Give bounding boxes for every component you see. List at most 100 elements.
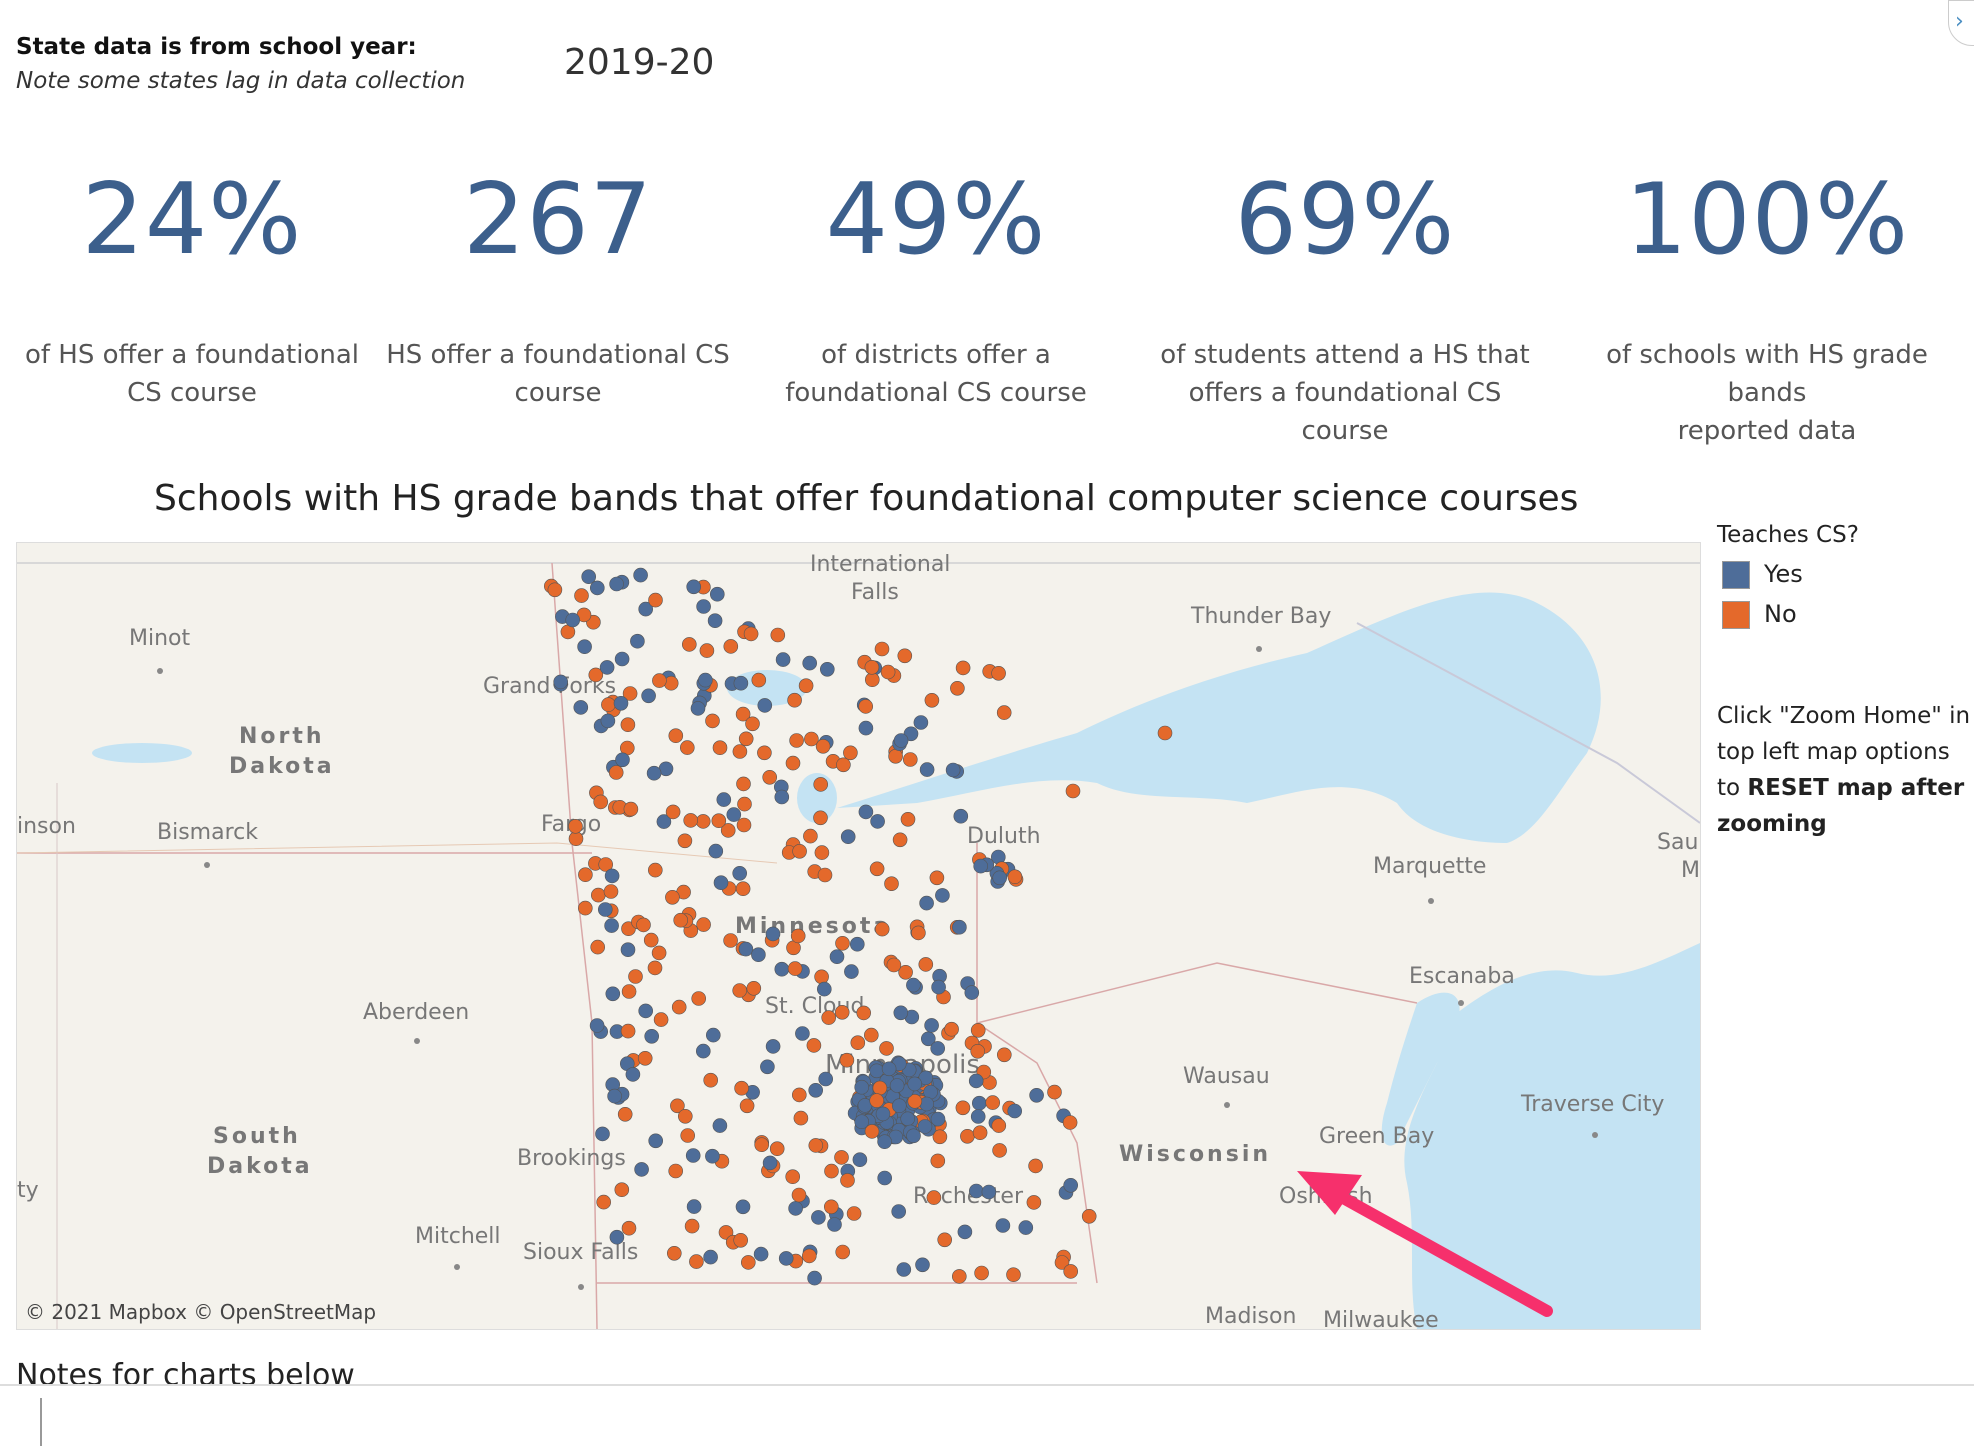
school-dot[interactable] [553,674,569,690]
school-dot[interactable] [711,813,727,829]
school-dot[interactable] [647,862,663,878]
school-dot[interactable] [951,1269,967,1284]
school-dot[interactable] [877,1134,892,1150]
school-dot[interactable] [960,1128,975,1144]
school-dot[interactable] [835,935,850,951]
school-dot[interactable] [930,1153,946,1169]
school-dot[interactable] [891,1098,907,1114]
school-dot[interactable] [665,804,681,820]
school-dot[interactable] [705,1148,720,1164]
school-dot[interactable] [739,1098,755,1114]
school-dot[interactable] [900,811,916,827]
school-dot[interactable] [577,900,593,916]
school-dot[interactable] [991,666,1006,681]
school-dot[interactable] [886,957,902,973]
school-dot[interactable] [996,705,1012,720]
school-dot[interactable] [690,701,706,716]
school-dot[interactable] [666,1245,682,1261]
school-dot[interactable] [869,1093,885,1108]
school-dot[interactable] [919,895,934,911]
school-dot[interactable] [793,1110,809,1126]
school-dot[interactable] [647,960,663,976]
school-dot[interactable] [604,868,620,884]
school-dot[interactable] [992,1143,1007,1158]
school-dot[interactable] [884,876,899,892]
school-dot[interactable] [918,1070,934,1086]
school-dot[interactable] [981,1184,997,1200]
school-dot[interactable] [565,612,581,628]
school-dot[interactable] [598,857,614,872]
school-dot[interactable] [595,1126,610,1142]
school-dot[interactable] [919,762,935,777]
school-dot[interactable] [589,1018,605,1033]
school-dot[interactable] [712,1118,728,1133]
school-dot[interactable] [614,651,630,667]
school-dot[interactable] [691,991,707,1006]
school-dot[interactable] [746,980,762,996]
school-dot[interactable] [751,947,766,963]
school-dot[interactable] [788,1201,803,1216]
school-dot[interactable] [716,792,732,807]
school-dot[interactable] [738,731,754,747]
school-dot[interactable] [835,1244,851,1260]
school-dot[interactable] [736,776,751,792]
school-dot[interactable] [685,1148,701,1163]
school-dot[interactable] [880,664,896,680]
school-dot[interactable] [617,1106,633,1122]
school-dot[interactable] [971,1095,987,1111]
school-dot[interactable] [709,586,725,602]
school-dot[interactable] [707,613,723,628]
school-dot[interactable] [821,1010,837,1025]
school-dot[interactable] [823,1199,839,1215]
school-dot[interactable] [900,1111,916,1127]
school-dot[interactable] [604,918,619,933]
school-dot[interactable] [819,662,835,677]
school-dot[interactable] [792,843,807,859]
school-dot[interactable] [577,639,592,654]
school-dot[interactable] [818,1071,834,1087]
school-dot[interactable] [858,720,874,736]
school-dot[interactable] [806,1038,822,1053]
school-dot[interactable] [935,888,950,903]
school-dot[interactable] [872,1080,888,1096]
school-dot[interactable] [573,700,589,715]
school-dot[interactable] [753,1246,769,1262]
school-dot[interactable] [684,1218,700,1234]
school-dot[interactable] [713,875,729,891]
school-dot[interactable] [686,579,702,595]
school-dot[interactable] [864,660,880,675]
school-dot[interactable] [829,949,845,965]
school-dot[interactable] [834,1004,850,1020]
school-dot[interactable] [924,1018,939,1033]
school-dot[interactable] [811,1210,826,1225]
school-dot[interactable] [1047,1084,1062,1100]
school-dot[interactable] [644,1028,660,1044]
school-dot[interactable] [968,1073,984,1089]
school-dot[interactable] [1007,869,1023,885]
next-page-arrow-button[interactable]: › [1948,0,1974,46]
school-dot[interactable] [864,672,880,687]
school-dot[interactable] [817,867,833,883]
school-dot[interactable] [696,599,711,614]
school-dot[interactable] [787,692,802,708]
school-dot[interactable] [745,716,760,732]
school-dot[interactable] [849,936,865,952]
school-dot[interactable] [926,1190,942,1205]
school-dot[interactable] [590,887,606,903]
school-dot[interactable] [634,1162,649,1177]
school-dot[interactable] [708,843,724,859]
school-dot[interactable] [769,1141,785,1157]
school-dot[interactable] [652,673,667,688]
school-dot[interactable] [574,588,589,603]
school-dot[interactable] [597,902,613,917]
school-dot[interactable] [601,697,616,712]
school-dot[interactable] [705,1027,721,1043]
school-dot[interactable] [738,941,754,957]
school-dot[interactable] [762,1155,778,1171]
school-dot[interactable] [736,817,752,833]
school-dot[interactable] [918,957,934,972]
school-dot[interactable] [718,1225,734,1240]
school-dot[interactable] [590,939,606,955]
school-dot[interactable] [915,1257,930,1273]
school-dot[interactable] [1063,1264,1078,1279]
